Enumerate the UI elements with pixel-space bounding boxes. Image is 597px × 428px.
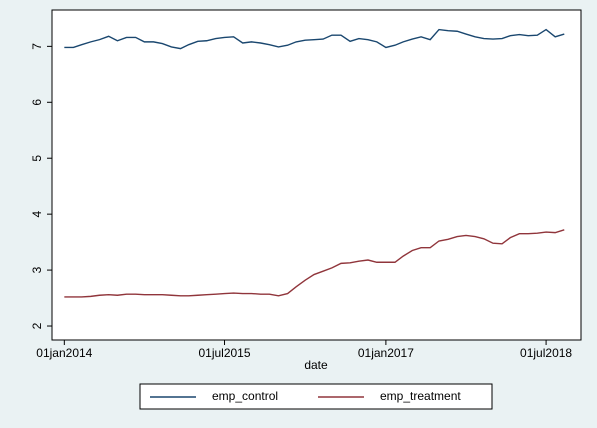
y-tick-label: 4 (30, 210, 44, 217)
y-tick-label: 2 (30, 322, 44, 329)
legend-label: emp_treatment (380, 389, 461, 403)
x-axis-label: date (304, 358, 328, 372)
line-series (64, 28, 565, 50)
y-tick-label: 5 (30, 155, 44, 162)
x-tick-label: 01jan2017 (358, 346, 414, 360)
plot-area (51, 9, 582, 341)
x-tick-label: 01jul2018 (520, 346, 572, 360)
x-tick-label: 01jan2014 (36, 346, 92, 360)
y-tick-label: 7 (30, 43, 44, 50)
x-tick-label: 01jul2015 (198, 346, 250, 360)
y-tick-label: 6 (30, 99, 44, 106)
line-series (64, 229, 565, 298)
legend-box (139, 383, 493, 410)
y-tick-label: 3 (30, 266, 44, 273)
legend-label: emp_control (212, 389, 278, 403)
